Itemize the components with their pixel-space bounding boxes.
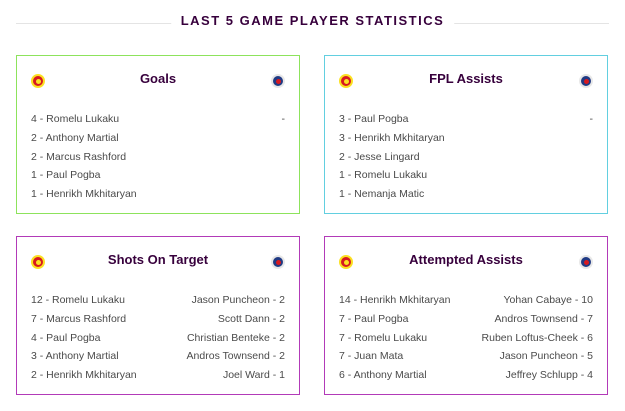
attempted-assists-card: Attempted Assists 14 - Henrikh Mkhitarya… [324, 236, 608, 395]
home-team-crest-icon [31, 74, 45, 88]
away-player-list: Yohan Cabaye - 10 Andros Townsend - 7 Rube… [482, 291, 593, 385]
shots-on-target-card: Shots On Target 12 - Romelu Lukaku 7 - Ma… [16, 236, 300, 395]
stat-row: 2 - Henrikh Mkhitaryan [31, 369, 137, 382]
stat-row: 7 - Juan Mata [339, 350, 404, 363]
away-player-list: - [282, 110, 286, 129]
stat-row: Scott Dann - 2 [217, 312, 285, 325]
stat-row: - [281, 113, 286, 125]
stat-row: 14 - Henrikh Mkhitaryan [339, 294, 451, 306]
stat-row: Andros Townsend - 2 [186, 350, 285, 363]
stat-row: 12 - Romelu Lukaku [31, 294, 125, 306]
stat-row: Christian Benteke - 2 [186, 331, 285, 344]
stat-row: 2 - Jesse Lingard [339, 150, 420, 163]
away-player-list: - [590, 110, 594, 129]
fpl-assists-card: FPL Assists 3 - Paul Pogba 3 - Henrikh Mk… [324, 55, 608, 214]
stat-row: 7 - Paul Pogba [339, 312, 409, 325]
home-team-crest-icon [31, 255, 45, 269]
page-header: LAST 5 GAME PLAYER STATISTICS [16, 8, 609, 38]
stat-row: 2 - Marcus Rashford [31, 150, 127, 163]
home-player-list: 12 - Romelu Lukaku 7 - Marcus Rashford 4 -… [31, 291, 137, 385]
home-player-list: 14 - Henrikh Mkhitaryan 7 - Paul Pogba 7 -… [339, 291, 450, 385]
stat-row: 1 - Henrikh Mkhitaryan [31, 188, 137, 201]
stat-row: 7 - Romelu Lukaku [339, 331, 428, 344]
away-team-crest-icon [579, 74, 593, 88]
stat-row: 6 - Anthony Martial [339, 369, 427, 382]
card-title: Goals [139, 71, 177, 86]
stat-row: 1 - Paul Pogba [31, 169, 101, 182]
stat-row: 2 - Anthony Martial [31, 131, 119, 144]
card-title: Attempted Assists [409, 252, 523, 267]
stat-row: Andros Townsend - 7 [494, 312, 593, 325]
stat-row: Yohan Cabaye - 10 [503, 294, 593, 306]
home-player-list: 4 - Romelu Lukaku 2 - Anthony Martial 2 - … [31, 110, 137, 204]
home-team-crest-icon [339, 74, 353, 88]
stat-row: Jason Puncheon - 5 [499, 350, 593, 363]
stat-row: Jason Puncheon - 2 [191, 294, 285, 306]
away-team-crest-icon [579, 255, 593, 269]
stat-row: 3 - Paul Pogba [339, 113, 409, 125]
away-team-crest-icon [271, 74, 285, 88]
stat-row: 7 - Marcus Rashford [31, 312, 127, 325]
stat-row: 1 - Nemanja Matic [339, 188, 425, 201]
stat-row: Joel Ward - 1 [222, 369, 285, 382]
stat-row: 4 - Romelu Lukaku [31, 113, 120, 125]
card-title: FPL Assists [429, 71, 503, 86]
home-player-list: 3 - Paul Pogba 3 - Henrikh Mkhitaryan 2 - … [339, 110, 445, 204]
stat-row: Jeffrey Schlupp - 4 [505, 369, 593, 382]
away-player-list: Jason Puncheon - 2 Scott Dann - 2 Christia… [187, 291, 285, 385]
stat-row: - [589, 113, 594, 125]
away-team-crest-icon [271, 255, 285, 269]
stat-row: 1 - Romelu Lukaku [339, 169, 428, 182]
page-title: LAST 5 GAME PLAYER STATISTICS [170, 13, 455, 28]
goals-card: Goals 4 - Romelu Lukaku 2 - Anthony Marti… [16, 55, 300, 214]
stat-row: 3 - Henrikh Mkhitaryan [339, 131, 445, 144]
card-title: Shots On Target [107, 252, 209, 267]
stat-row: 4 - Paul Pogba [31, 331, 101, 344]
stat-row: Ruben Loftus-Cheek - 6 [481, 331, 593, 344]
stat-row: 3 - Anthony Martial [31, 350, 119, 363]
home-team-crest-icon [339, 255, 353, 269]
